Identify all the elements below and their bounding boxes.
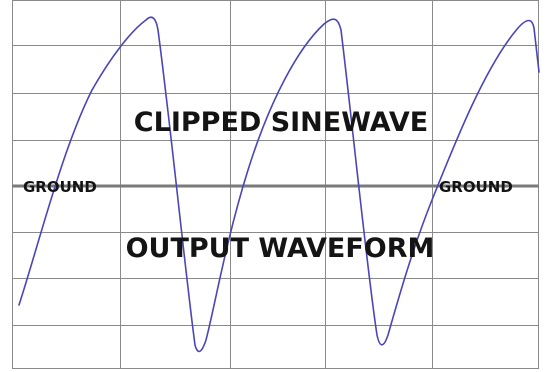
waveform-labels: CLIPPED SINEWAVE OUTPUT WAVEFORM GROUND … — [23, 107, 513, 264]
ground-label-right: GROUND — [439, 178, 513, 196]
clipped-sinewave-label: CLIPPED SINEWAVE — [134, 107, 428, 138]
clipped-sinewave-trace — [18, 16, 540, 353]
ground-label-left: GROUND — [23, 178, 97, 196]
scope-grid — [12, 0, 539, 369]
output-waveform-label: OUTPUT WAVEFORM — [126, 233, 435, 264]
